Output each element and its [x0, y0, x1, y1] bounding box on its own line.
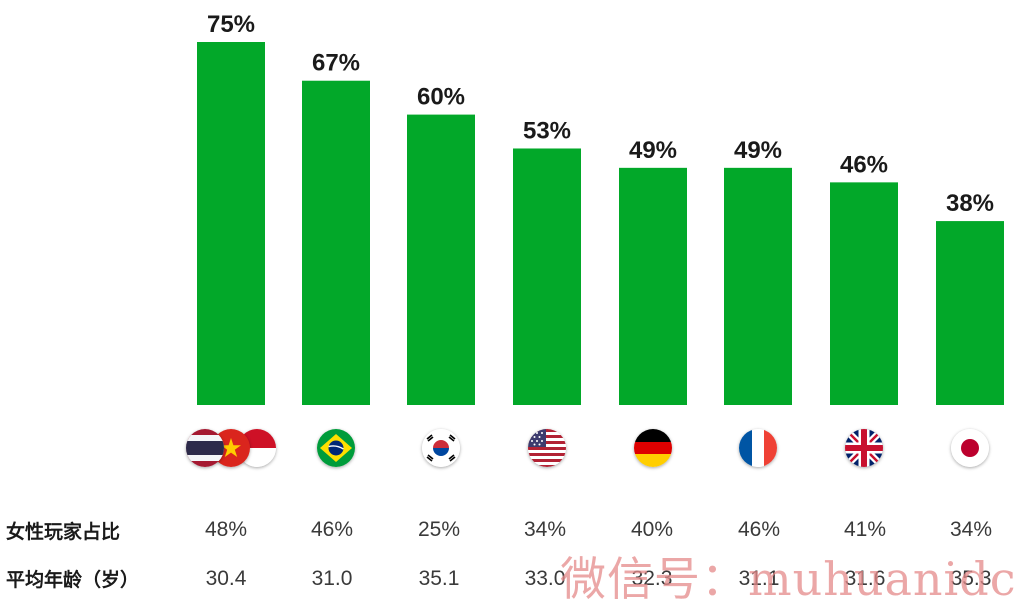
flag-france-icon [739, 429, 777, 467]
bar [830, 182, 898, 405]
bar [936, 221, 1004, 405]
bar-value-label: 67% [312, 50, 360, 77]
flag-south-korea-icon [422, 429, 460, 467]
bar-value-label: 60% [417, 84, 465, 111]
flag-usa-icon [528, 429, 566, 467]
average-age-cell: 32.3 [631, 567, 673, 590]
average-age-cell: 30.4 [205, 567, 247, 590]
female-ratio-cell: 34% [949, 518, 993, 541]
average-age-cell: 35.3 [950, 567, 992, 590]
bar [407, 114, 475, 405]
flag-thailand-icon [186, 429, 224, 467]
bar-value-label: 38% [946, 190, 994, 217]
average-age-cell: 31.0 [311, 567, 353, 590]
female-ratio-cell: 34% [523, 518, 567, 541]
female-ratio-row-label: 女性玩家占比 [6, 521, 121, 543]
average-age-cell: 33.0 [524, 567, 566, 590]
watermark: 微信号：muhuanidc [560, 552, 1017, 606]
average-age-cell: 31.6 [844, 567, 886, 590]
country-flags [0, 426, 1032, 470]
bar [197, 42, 265, 405]
bar [724, 167, 792, 405]
bar-value-label: 75% [207, 11, 255, 38]
average-age-cell: 31.1 [738, 567, 780, 590]
female-ratio-cell: 25% [417, 518, 461, 541]
female-ratio-cell: 46% [310, 518, 354, 541]
bar-value-label: 46% [840, 151, 888, 178]
bar-chart: 75% 67% 60% 53% 49% 49% 46% 38% [197, 11, 1004, 406]
female-ratio-cell: 48% [204, 518, 248, 541]
bar [513, 148, 581, 406]
bar-value-label: 49% [629, 137, 677, 164]
bar-value-label: 53% [523, 117, 571, 144]
female-ratio-cell: 46% [737, 518, 781, 541]
average-age-cell: 35.1 [418, 567, 460, 590]
flag-japan-icon [951, 429, 989, 467]
bar-value-label: 49% [734, 137, 782, 164]
flag-germany-icon [634, 429, 672, 467]
bar [619, 167, 687, 405]
female-ratio-cell: 40% [630, 518, 674, 541]
flag-uk-icon [845, 429, 883, 467]
flag-brazil-icon [317, 429, 355, 467]
female-ratio-cell: 41% [843, 518, 887, 541]
bar [302, 80, 370, 405]
average-age-row-label: 平均年龄（岁） [6, 569, 140, 591]
